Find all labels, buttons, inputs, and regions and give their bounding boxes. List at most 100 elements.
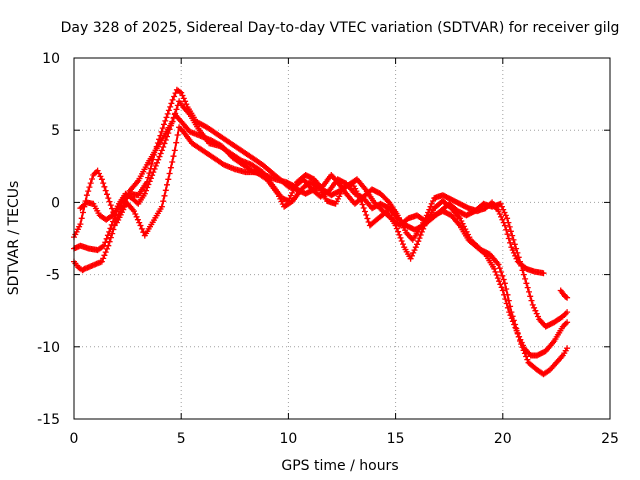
x-tick-label: 20 (494, 431, 512, 447)
data-point (564, 309, 571, 316)
interpolated-point (515, 254, 522, 261)
data-point (77, 221, 84, 228)
interpolated-point (106, 238, 113, 245)
interpolated-point (167, 103, 174, 110)
data-point (414, 241, 420, 248)
interpolated-point (169, 159, 176, 165)
data-point (407, 255, 414, 262)
data-point (495, 261, 502, 268)
interpolated-point (494, 275, 501, 282)
data-point (98, 176, 105, 183)
interpolated-point (535, 313, 541, 320)
interpolated-point (384, 198, 391, 205)
interpolated-point (164, 110, 171, 117)
interpolated-point (526, 288, 532, 295)
interpolated-point (89, 176, 95, 182)
interpolated-point (504, 231, 511, 238)
interpolated-point (496, 265, 503, 272)
interpolated-point (397, 234, 404, 241)
interpolated-point (417, 232, 424, 238)
interpolated-point (416, 235, 423, 242)
interpolated-point (174, 132, 181, 138)
interpolated-point (396, 231, 403, 238)
interpolated-point (499, 216, 506, 223)
interpolated-point (509, 313, 516, 320)
data-point (564, 319, 571, 326)
data-point (161, 121, 167, 128)
interpolated-point (104, 245, 110, 252)
data-point (165, 130, 172, 137)
interpolated-point (412, 244, 419, 251)
interpolated-point (520, 271, 527, 278)
interpolated-point (132, 211, 139, 217)
data-point (495, 208, 502, 215)
interpolated-point (85, 188, 92, 195)
interpolated-point (100, 180, 107, 187)
interpolated-point (143, 187, 149, 194)
x-axis-label: GPS time / hours (281, 458, 398, 474)
interpolated-point (522, 275, 529, 282)
data-point (83, 192, 90, 199)
interpolated-point (518, 341, 525, 348)
interpolated-point (169, 118, 176, 125)
series-track-5 (557, 287, 571, 301)
interpolated-point (157, 150, 164, 157)
interpolated-point (515, 333, 522, 340)
interpolated-point (513, 245, 520, 252)
interpolated-point (151, 152, 158, 158)
interpolated-point (162, 187, 169, 194)
x-tick-label: 5 (177, 431, 186, 447)
interpolated-point (507, 239, 514, 246)
series-track-4 (77, 111, 571, 330)
data-point (137, 222, 144, 229)
interpolated-point (147, 175, 154, 182)
interpolated-point (410, 249, 417, 256)
interpolated-point (498, 284, 505, 291)
y-tick-label: -5 (46, 268, 60, 284)
y-tick-label: 10 (42, 51, 60, 67)
interpolated-point (497, 281, 504, 288)
interpolated-point (493, 272, 500, 278)
interpolated-point (521, 350, 528, 357)
interpolated-point (101, 183, 108, 190)
interpolated-point (364, 215, 371, 222)
interpolated-point (113, 219, 119, 225)
interpolated-point (162, 137, 169, 143)
interpolated-point (160, 144, 167, 150)
interpolated-point (133, 213, 140, 220)
interpolated-point (408, 252, 415, 259)
data-point (508, 244, 515, 251)
interpolated-point (162, 117, 169, 124)
data-point (499, 287, 506, 294)
interpolated-point (166, 170, 173, 177)
interpolated-point (179, 92, 186, 99)
interpolated-point (102, 187, 109, 194)
interpolated-point (418, 228, 425, 235)
interpolated-point (395, 228, 402, 235)
interpolated-point (511, 241, 518, 248)
data-point (141, 190, 148, 197)
interpolated-point (150, 156, 156, 163)
interpolated-point (502, 212, 509, 219)
data-point (540, 270, 547, 277)
y-tick-label: -15 (37, 412, 60, 428)
interpolated-point (505, 297, 512, 304)
interpolated-point (154, 159, 160, 166)
interpolated-point (459, 220, 466, 227)
interpolated-point (159, 125, 166, 132)
interpolated-point (518, 262, 525, 269)
y-axis-label: SDTVAR / TECUs (6, 181, 22, 296)
interpolated-point (168, 100, 175, 107)
interpolated-point (164, 133, 170, 140)
x-tick-label: 10 (279, 431, 297, 447)
interpolated-point (502, 296, 509, 303)
interpolated-point (166, 126, 173, 133)
interpolated-point (513, 325, 520, 332)
interpolated-point (507, 303, 514, 310)
interpolated-point (164, 181, 170, 188)
interpolated-point (428, 200, 435, 207)
interpolated-point (498, 269, 505, 275)
interpolated-point (509, 232, 516, 239)
